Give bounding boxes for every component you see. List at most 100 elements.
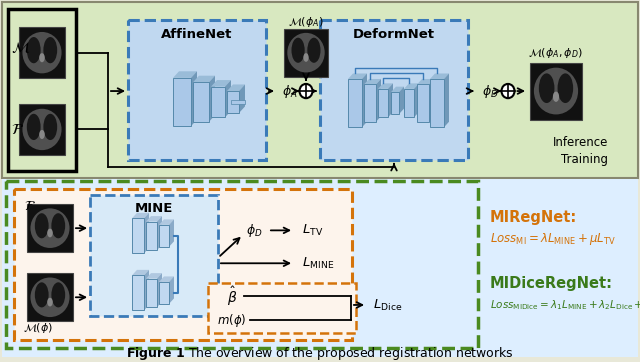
Ellipse shape [44, 114, 57, 140]
Text: $\mathcal{F}$: $\mathcal{F}$ [11, 122, 24, 137]
Text: $\phi_A$: $\phi_A$ [282, 83, 298, 100]
Ellipse shape [35, 282, 49, 307]
Polygon shape [239, 84, 245, 113]
Ellipse shape [47, 229, 52, 237]
Polygon shape [227, 84, 245, 91]
Text: $\mathit{Loss}_{\rm MI} = \lambda L_{\rm MINE} + \mu L_{\rm TV}$: $\mathit{Loss}_{\rm MI} = \lambda L_{\rm… [490, 231, 616, 247]
Ellipse shape [27, 37, 40, 63]
Text: AffineNet: AffineNet [161, 28, 233, 41]
Polygon shape [159, 277, 174, 282]
Polygon shape [173, 71, 197, 78]
Ellipse shape [31, 278, 70, 317]
Bar [417, 84, 429, 122]
Bar [27, 273, 73, 321]
Polygon shape [399, 87, 404, 114]
Bar [391, 92, 399, 114]
Text: $\phi_D$: $\phi_D$ [246, 222, 262, 239]
Ellipse shape [31, 209, 70, 248]
Polygon shape [388, 83, 393, 117]
Bar [530, 63, 582, 119]
Bar [231, 100, 245, 104]
Polygon shape [376, 79, 381, 122]
Polygon shape [209, 76, 215, 122]
Polygon shape [348, 73, 367, 79]
Ellipse shape [44, 37, 57, 63]
Text: $\mathcal{M}(\phi)$: $\mathcal{M}(\phi)$ [23, 321, 53, 335]
Ellipse shape [35, 213, 49, 238]
Ellipse shape [307, 38, 321, 63]
Ellipse shape [553, 92, 559, 102]
Bar [404, 89, 414, 117]
Bar [193, 82, 209, 122]
Text: $\phi_D$: $\phi_D$ [482, 83, 499, 100]
Bar [14, 189, 352, 340]
Text: MINE: MINE [135, 202, 173, 215]
Text: MIDiceRegNet:: MIDiceRegNet: [490, 275, 613, 291]
Polygon shape [391, 87, 404, 92]
Ellipse shape [303, 53, 308, 62]
Bar [19, 28, 65, 78]
Text: $\mathcal{M}(\phi_A, \phi_D)$: $\mathcal{M}(\phi_A, \phi_D)$ [529, 46, 584, 60]
Bar [159, 225, 169, 247]
Polygon shape [157, 216, 162, 250]
Bar [128, 20, 266, 160]
Bar [146, 222, 157, 250]
Polygon shape [159, 219, 174, 225]
Bar [211, 87, 225, 117]
Polygon shape [144, 270, 149, 311]
Ellipse shape [47, 298, 52, 307]
Text: $\mathbf{Figure\ 1}$ The overview of the proposed registration networks: $\mathbf{Figure\ 1}$ The overview of the… [126, 345, 514, 362]
Text: DeformNet: DeformNet [353, 28, 435, 41]
Text: $\mathcal{M}(\phi_A)$: $\mathcal{M}(\phi_A)$ [288, 15, 324, 29]
Polygon shape [444, 73, 449, 127]
Ellipse shape [534, 68, 578, 114]
Bar [19, 104, 65, 155]
Polygon shape [193, 76, 215, 82]
Polygon shape [430, 73, 449, 79]
Ellipse shape [39, 53, 45, 62]
Text: $L_{\rm MINE}$: $L_{\rm MINE}$ [302, 256, 334, 271]
Ellipse shape [27, 114, 40, 140]
Polygon shape [414, 83, 419, 117]
Ellipse shape [39, 130, 45, 139]
Ellipse shape [51, 282, 65, 307]
Circle shape [300, 84, 312, 98]
Polygon shape [404, 83, 419, 89]
Bar [27, 204, 73, 252]
Bar [364, 84, 376, 122]
Circle shape [502, 84, 515, 98]
Polygon shape [169, 277, 174, 304]
Bar [8, 9, 76, 171]
Polygon shape [364, 79, 381, 84]
Ellipse shape [22, 109, 61, 150]
Polygon shape [132, 270, 149, 275]
Bar [146, 279, 157, 307]
Bar [173, 78, 191, 126]
Polygon shape [191, 71, 197, 126]
Ellipse shape [539, 73, 554, 103]
Bar [132, 275, 144, 311]
Bar [208, 283, 356, 333]
Text: MIRegNet:: MIRegNet: [490, 210, 577, 225]
Ellipse shape [287, 33, 324, 72]
Bar [348, 79, 362, 127]
Polygon shape [211, 80, 231, 87]
Bar [90, 195, 218, 316]
Polygon shape [225, 80, 231, 117]
Polygon shape [132, 213, 149, 218]
Text: Inference: Inference [552, 136, 608, 149]
Text: Training: Training [561, 152, 608, 165]
Polygon shape [169, 219, 174, 247]
Bar [378, 89, 388, 117]
Bar [284, 29, 328, 77]
Bar [159, 282, 169, 304]
Ellipse shape [22, 32, 61, 73]
Bar [227, 91, 239, 113]
Bar [2, 2, 638, 178]
Text: $L_{\rm Dice}$: $L_{\rm Dice}$ [373, 298, 403, 312]
Polygon shape [362, 73, 367, 127]
Text: $\mathcal{F}$: $\mathcal{F}$ [24, 199, 36, 213]
Text: $\hat{\beta}$: $\hat{\beta}$ [227, 285, 237, 308]
Polygon shape [146, 273, 162, 279]
Bar [2, 179, 638, 357]
